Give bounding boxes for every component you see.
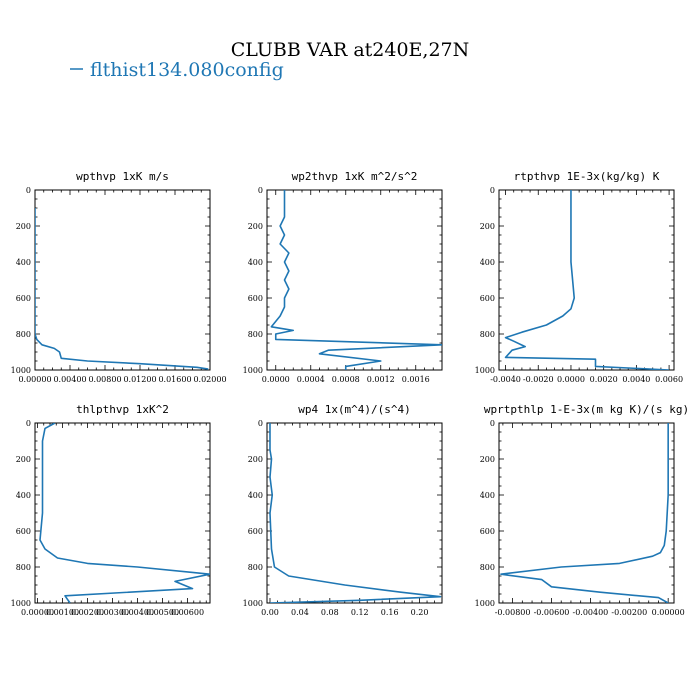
y-tick-label: 800: [248, 330, 263, 339]
panel-6: wprtpthlp 1-E-3x(m kg K)/(s kg) 0 200 400 60…: [475, 403, 690, 617]
y-tick-label: 0: [490, 419, 495, 428]
panel-title: thlpthvp 1xK^2: [76, 403, 169, 416]
x-tick-label: 0.0008: [332, 375, 360, 384]
y-tick-label: 600: [480, 294, 495, 303]
y-tick-label: 0: [258, 186, 263, 195]
series-line: [504, 190, 670, 370]
y-tick-label: 600: [16, 294, 31, 303]
x-tick-label: 0.00000: [652, 608, 685, 617]
x-tick-label: -0.00600: [534, 608, 570, 617]
x-tick-label: 0.12: [351, 608, 369, 617]
x-tick-label: 0.00: [261, 608, 279, 617]
y-tick-label: 600: [480, 527, 495, 536]
series-line: [39, 423, 210, 603]
figure-title: CLUBB VAR at240E,27N: [231, 39, 470, 61]
x-tick-label: 0.0000: [557, 375, 585, 384]
x-tick-label: 0.01200: [123, 375, 156, 384]
x-tick-label: 0.0016: [402, 375, 430, 384]
legend-label: flthist134.080config: [90, 59, 284, 81]
y-tick-label: 1000: [475, 366, 495, 375]
x-tick-label: 0.00400: [53, 375, 86, 384]
y-tick-label: 800: [248, 563, 263, 572]
panel-3: rtpthvp 1E-3x(kg/kg) K02004006008001000-…: [475, 170, 683, 384]
x-tick-label: 0.00500: [146, 608, 179, 617]
x-tick-label: -0.0020: [523, 375, 554, 384]
y-tick-label: 400: [480, 258, 495, 267]
panel-title: rtpthvp 1E-3x(kg/kg) K: [514, 170, 660, 183]
series-line: [500, 423, 669, 603]
y-tick-label: 200: [16, 455, 31, 464]
x-tick-label: 0.00000: [21, 608, 54, 617]
x-tick-label: 0.00400: [121, 608, 154, 617]
x-tick-label: 0.0000: [262, 375, 290, 384]
y-tick-label: 200: [248, 222, 263, 231]
y-tick-label: 0: [490, 186, 495, 195]
y-tick-label: 400: [16, 258, 31, 267]
x-tick-label: 0.0004: [297, 375, 325, 384]
x-tick-label: -0.0040: [490, 375, 521, 384]
y-tick-label: 200: [248, 455, 263, 464]
panel-title: wp2thvp 1xK m^2/s^2: [292, 170, 418, 183]
y-tick-label: 600: [248, 294, 263, 303]
panel-title: wp4 1x(m^4)/(s^4): [298, 403, 411, 416]
x-tick-label: 0.20: [411, 608, 429, 617]
x-tick-label: 0.0020: [590, 375, 618, 384]
x-tick-label: -0.00200: [611, 608, 647, 617]
x-tick-label: 0.00600: [171, 608, 204, 617]
y-tick-label: 200: [16, 222, 31, 231]
x-tick-label: 0.08: [321, 608, 339, 617]
y-tick-label: 1000: [11, 366, 31, 375]
y-tick-label: 400: [248, 491, 263, 500]
x-tick-label: 0.00100: [46, 608, 79, 617]
x-tick-label: 0.0012: [367, 375, 395, 384]
y-tick-label: 600: [16, 527, 31, 536]
x-tick-label: 0.02000: [193, 375, 226, 384]
y-tick-label: 800: [480, 330, 495, 339]
y-tick-label: 1000: [243, 366, 263, 375]
series-line: [269, 423, 442, 603]
y-tick-label: 200: [480, 222, 495, 231]
panel-title: wprtpthlp 1-E-3x(m kg K)/(s kg): [484, 403, 689, 416]
x-tick-label: 0.00800: [88, 375, 121, 384]
x-tick-label: 0.0060: [655, 375, 683, 384]
y-tick-label: 200: [480, 455, 495, 464]
y-tick-label: 400: [480, 491, 495, 500]
y-tick-label: 0: [26, 419, 31, 428]
series-line: [35, 208, 209, 370]
panel-title: wpthvp 1xK m/s: [76, 170, 169, 183]
y-tick-label: 0: [258, 419, 263, 428]
y-tick-label: 400: [248, 258, 263, 267]
y-tick-label: 1000: [475, 599, 495, 608]
x-tick-label: 0.0040: [622, 375, 650, 384]
y-tick-label: 800: [16, 563, 31, 572]
x-tick-label: 0.00300: [96, 608, 129, 617]
x-tick-label: -0.00800: [495, 608, 531, 617]
y-tick-label: 800: [480, 563, 495, 572]
y-tick-label: 0: [26, 186, 31, 195]
y-tick-label: 400: [16, 491, 31, 500]
series-line: [270, 190, 442, 370]
panel-2: wp2thvp 1xK m^2/s^2020040060080010000.00…: [243, 170, 443, 384]
y-tick-label: 600: [248, 527, 263, 536]
y-tick-label: 1000: [243, 599, 263, 608]
y-tick-label: 800: [16, 330, 31, 339]
x-tick-label: 0.16: [381, 608, 399, 617]
x-tick-label: 0.00200: [71, 608, 104, 617]
x-tick-label: 0.01600: [158, 375, 191, 384]
legend: flthist134.080config: [70, 59, 284, 81]
x-tick-label: 0.04: [291, 608, 309, 617]
panel-4: thlpthvp 1xK^2020040060080010000.000000.…: [11, 403, 211, 617]
y-tick-label: 1000: [11, 599, 31, 608]
x-tick-label: 0.00000: [18, 375, 51, 384]
x-tick-label: -0.00400: [572, 608, 608, 617]
